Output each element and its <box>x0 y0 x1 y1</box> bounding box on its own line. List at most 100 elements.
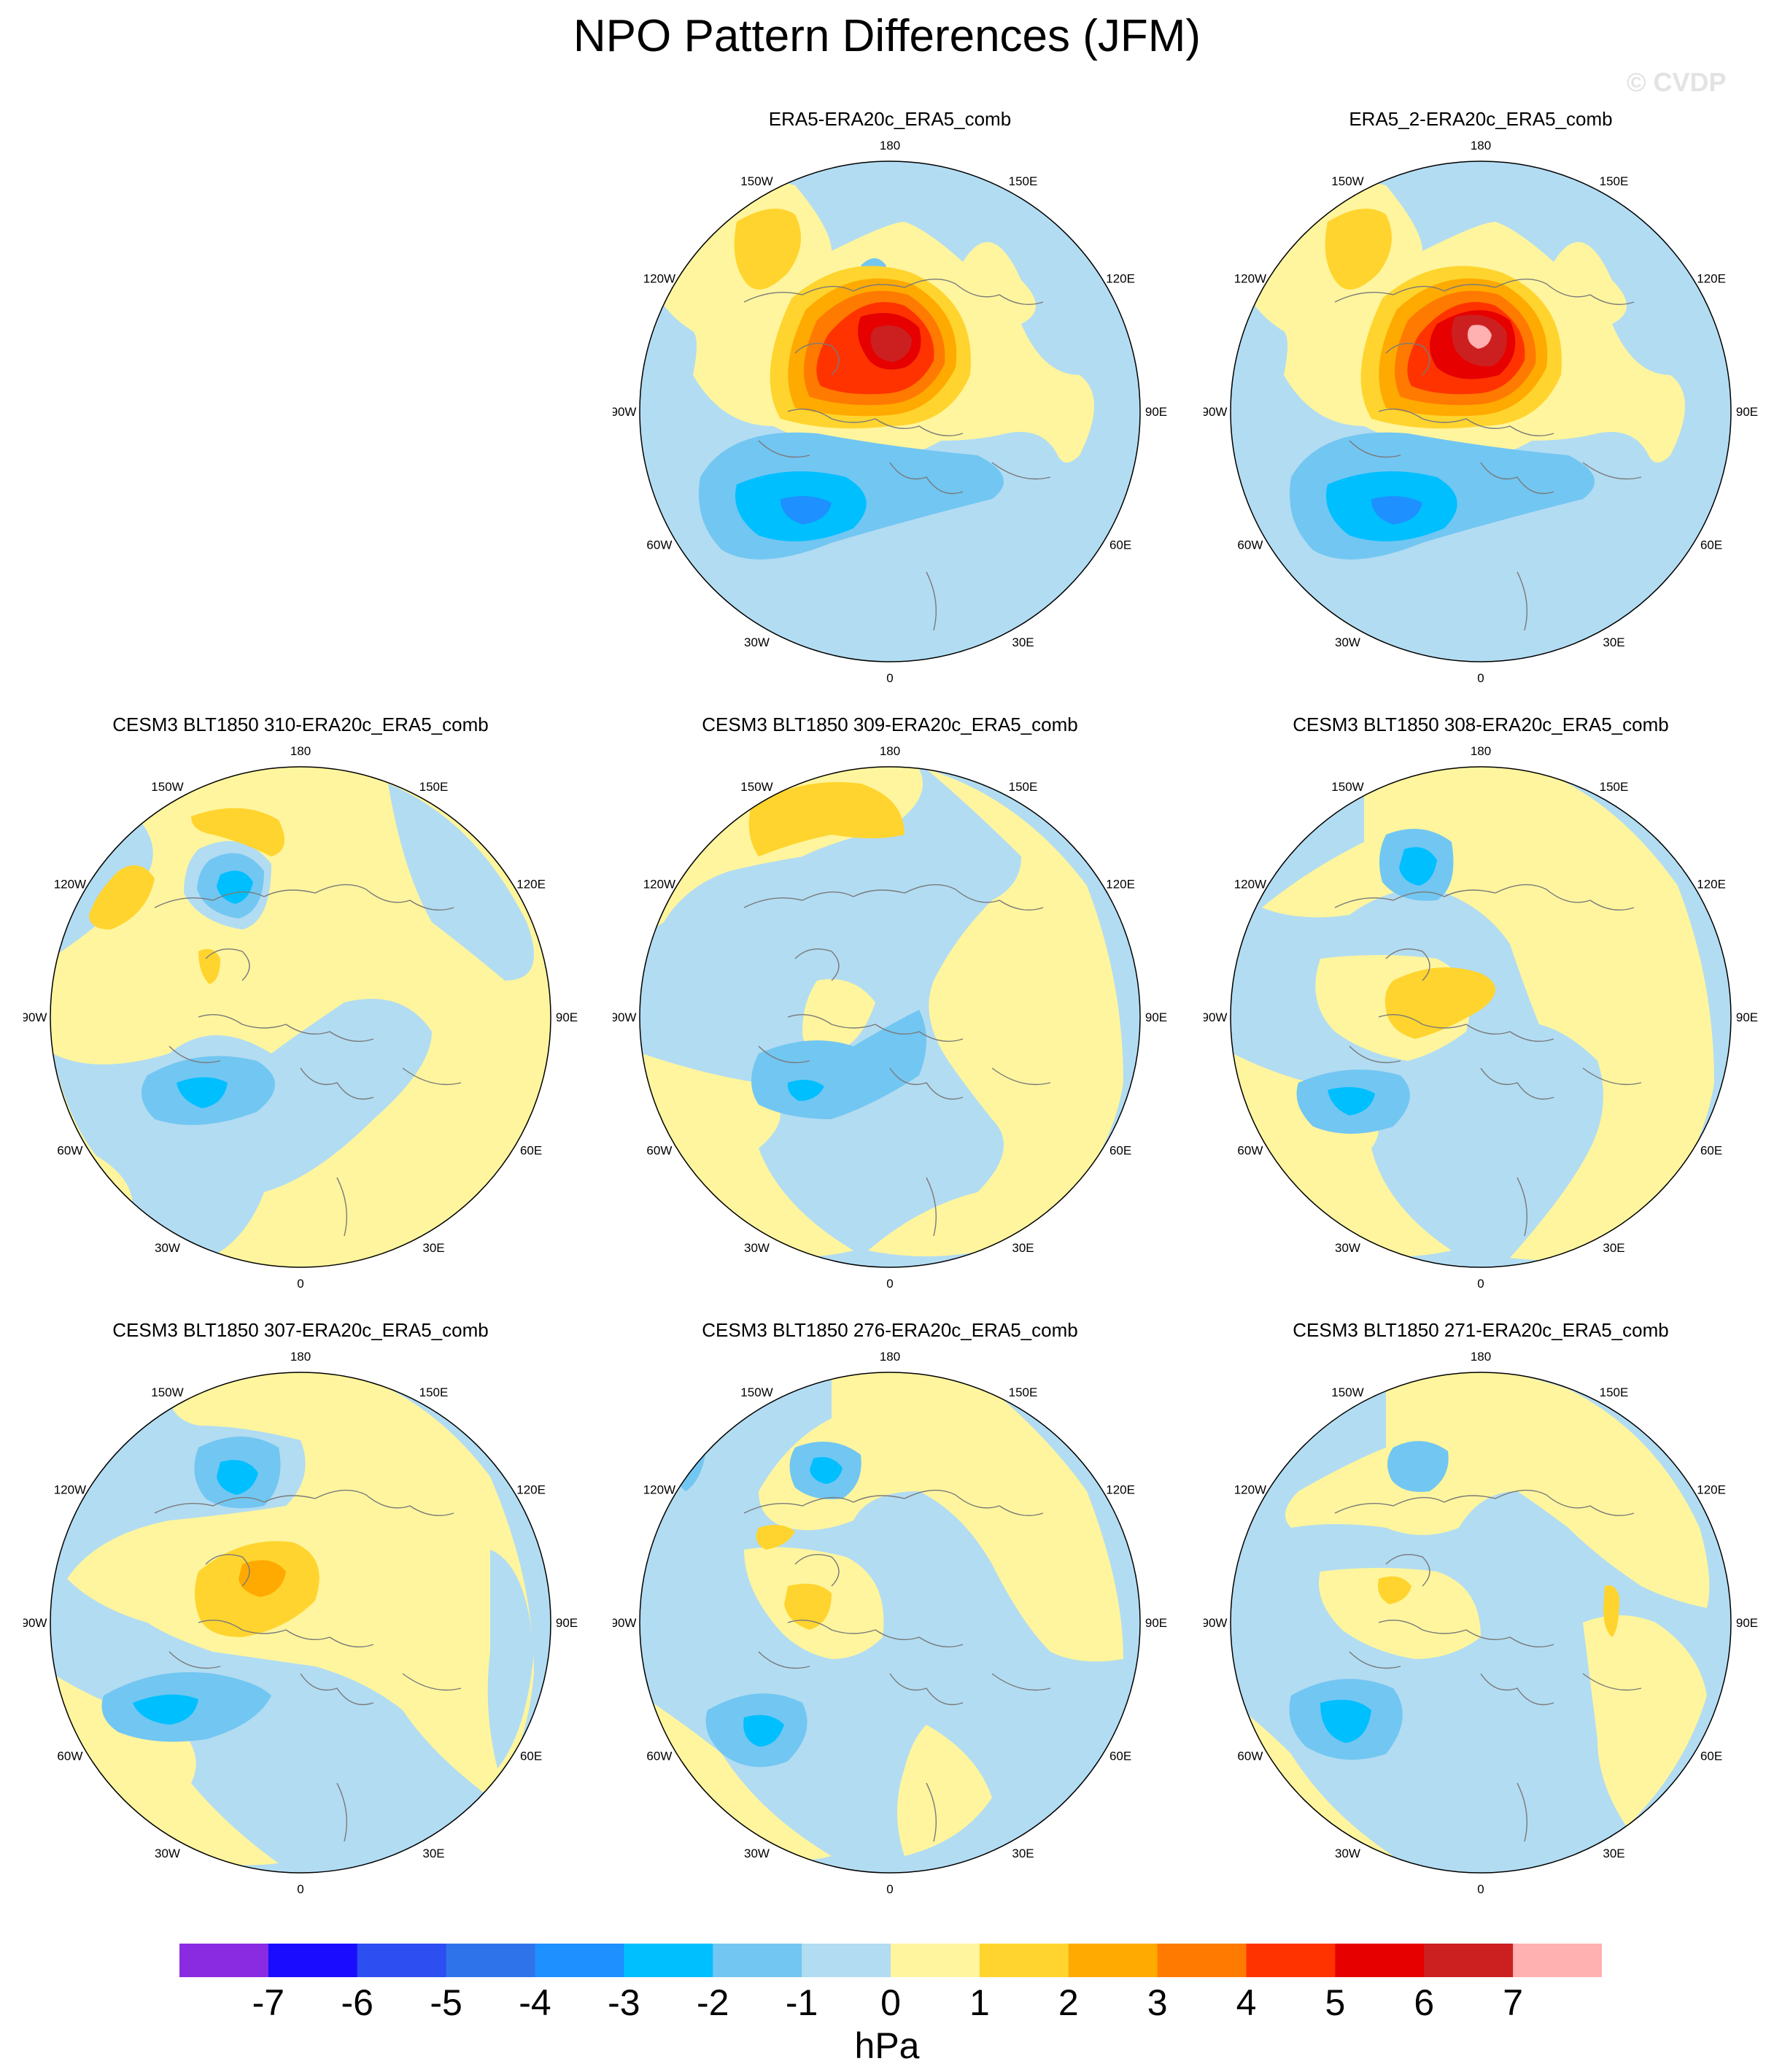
longitude-label: 0 <box>1477 671 1484 685</box>
longitude-label: 30E <box>1012 635 1034 649</box>
contour-pos1 <box>642 1696 832 1861</box>
contour-fill-group <box>1231 767 1731 1267</box>
colorbar-swatch <box>535 1944 624 1977</box>
longitude-label: 30W <box>1335 635 1360 649</box>
longitude-label: 120W <box>643 878 675 892</box>
longitude-label: 60W <box>1237 538 1263 552</box>
map-boundary <box>1230 766 1732 1268</box>
longitude-label: 180 <box>1471 1350 1491 1364</box>
polar-map: 180 150E 120E 90E 60E 30E 0 30W 60W 90W 120W 150W <box>1204 139 1758 685</box>
longitude-label: 120E <box>1106 272 1135 286</box>
contour-fill-group <box>50 1372 551 1873</box>
longitude-label: 150E <box>1009 780 1038 794</box>
longitude-label: 30W <box>1335 1241 1360 1255</box>
longitude-label: 90W <box>613 405 636 419</box>
longitude-label: 0 <box>297 1277 303 1291</box>
contour-pos1 <box>1233 1703 1393 1858</box>
figure-title: NPO Pattern Differences (JFM) <box>573 11 1201 61</box>
contour-neg3 <box>217 1460 258 1495</box>
contour-pos2 <box>191 808 284 857</box>
colorbar-swatch <box>1068 1944 1158 1977</box>
longitude-label: 60E <box>1700 1144 1722 1158</box>
longitude-label: 90E <box>1145 1616 1167 1630</box>
longitude-label: 60E <box>1700 538 1722 552</box>
contour-pos2 <box>784 1583 832 1630</box>
panel-title: ERA5_2-ERA20c_ERA5_comb <box>1349 108 1613 130</box>
polar-map: 180 150E 120E 90E 60E 30E 0 30W 60W 90W 120W 150W <box>613 744 1167 1291</box>
polar-map: 180 150E 120E 90E 60E 30E 0 30W 60W 90W 120W 150W <box>613 139 1167 685</box>
longitude-label: 150E <box>1600 174 1629 188</box>
map-panel-271: CESM3 BLT1850 271-ERA20c_ERA5_comb 180 15… <box>1204 1319 1758 1903</box>
longitude-label: 150W <box>1331 780 1363 794</box>
longitude-label: 150E <box>1009 1385 1038 1399</box>
longitude-label: 90E <box>556 1010 578 1024</box>
longitude-label: 90W <box>613 1010 636 1024</box>
colorbar-tick-label: -1 <box>785 1982 818 2023</box>
contour-pos2 <box>756 1525 795 1550</box>
contour-pos2 <box>748 782 905 857</box>
longitude-label: 90E <box>1736 1010 1758 1024</box>
longitude-label: 60E <box>1109 1144 1131 1158</box>
contour-pos7 <box>870 325 912 362</box>
coastlines <box>1334 884 1642 1237</box>
longitude-label: 30E <box>1603 1241 1624 1255</box>
panel-title: CESM3 BLT1850 307-ERA20c_ERA5_comb <box>112 1319 489 1341</box>
map-panel-310: CESM3 BLT1850 310-ERA20c_ERA5_comb 180 15… <box>23 714 578 1297</box>
colorbar-swatch <box>1157 1944 1247 1977</box>
colorbar-swatch <box>1246 1944 1336 1977</box>
contour-fill-group <box>1231 161 1731 662</box>
contour-neg3 <box>1320 1699 1371 1743</box>
longitude-label: 60W <box>646 1144 672 1158</box>
longitude-label: 90E <box>1145 405 1167 419</box>
longitude-label: 0 <box>886 671 893 685</box>
contour-fill-group <box>1231 1372 1731 1873</box>
longitude-label: 60E <box>1109 538 1131 552</box>
longitude-label: 120W <box>643 1483 675 1497</box>
longitude-label: 90E <box>556 1616 578 1630</box>
contour-neg1 <box>388 784 534 981</box>
contour-pos1 <box>868 769 1123 1256</box>
map-boundary <box>639 161 1141 662</box>
longitude-label: 180 <box>290 744 311 758</box>
longitude-label: 120W <box>54 878 86 892</box>
longitude-label: 150E <box>419 780 449 794</box>
colorbar-tick-label: -4 <box>519 1982 551 2023</box>
longitude-label: 30W <box>744 1847 770 1860</box>
contour-pos2 <box>1325 209 1392 290</box>
colorbar-tick-label: 1 <box>969 1982 990 2023</box>
coastlines <box>743 278 1051 631</box>
longitude-label: 120W <box>643 272 675 286</box>
longitude-label: 120E <box>1106 1483 1135 1497</box>
panel-title: CESM3 BLT1850 271-ERA20c_ERA5_comb <box>1293 1319 1669 1341</box>
longitude-label: 120E <box>516 1483 546 1497</box>
panel-title: CESM3 BLT1850 276-ERA20c_ERA5_comb <box>702 1319 1078 1341</box>
longitude-label: 120W <box>1234 1483 1266 1497</box>
longitude-label: 180 <box>1471 139 1491 152</box>
longitude-label: 150W <box>151 780 183 794</box>
contour-pos8 <box>1468 325 1492 349</box>
contour-pos2 <box>1378 1576 1411 1604</box>
longitude-label: 60W <box>57 1750 82 1763</box>
longitude-label: 90W <box>1204 1010 1227 1024</box>
map-panel-307: CESM3 BLT1850 307-ERA20c_ERA5_comb 180 15… <box>23 1319 578 1903</box>
contour-pos1 <box>759 1372 1123 1662</box>
coastlines <box>743 1489 1051 1842</box>
longitude-label: 120W <box>1234 878 1266 892</box>
colorbar-swatch <box>268 1944 358 1977</box>
colorbar-swatch <box>802 1944 891 1977</box>
colorbar-swatch <box>357 1944 447 1977</box>
longitude-label: 120W <box>54 1483 86 1497</box>
colorbar-swatch <box>979 1944 1069 1977</box>
contour-neg3 <box>810 1457 843 1484</box>
map-boundary <box>639 766 1141 1268</box>
longitude-label: 90W <box>1204 405 1227 419</box>
panel-title: CESM3 BLT1850 309-ERA20c_ERA5_comb <box>702 714 1078 735</box>
contour-fill-group <box>50 767 551 1267</box>
longitude-label: 60E <box>1700 1750 1722 1763</box>
map-boundary <box>50 766 551 1268</box>
longitude-label: 60W <box>646 1750 672 1763</box>
colorbar-tick-label: -3 <box>608 1982 640 2023</box>
contour-fill-group <box>640 161 1140 662</box>
longitude-label: 120E <box>1697 878 1726 892</box>
longitude-label: 120E <box>1697 1483 1726 1497</box>
